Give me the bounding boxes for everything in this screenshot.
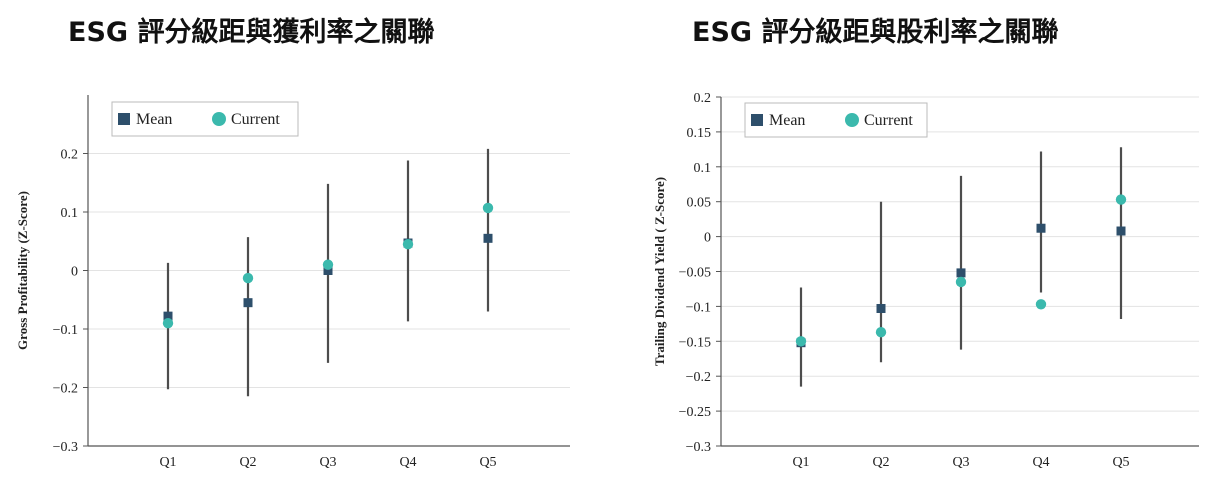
x-tick-label: Q5 xyxy=(1112,455,1129,470)
mean-point xyxy=(243,298,253,308)
chart-title-dividend-yield: ESG 評分級距與股利率之關聯 xyxy=(692,17,1059,48)
current-point xyxy=(1115,194,1127,205)
y-axis-label: Gross Profitability (Z-Score) xyxy=(15,191,30,350)
legend-current-marker xyxy=(212,112,226,126)
x-tick-label: Q3 xyxy=(952,455,969,470)
y-tick-label: 0.2 xyxy=(694,91,712,106)
y-tick-label: −0.1 xyxy=(686,300,711,315)
y-tick-label: −0.3 xyxy=(53,440,78,455)
legend-current-label: Current xyxy=(864,112,913,129)
gross-profitability-chart: −0.3 −0.2 −0.1 0 0.1 0.2 Q1 Q2 Q3 Q4 Q5 Gross Profi… xyxy=(15,95,570,470)
x-tick-label: Q2 xyxy=(239,455,256,470)
y-tick-label: −0.1 xyxy=(53,323,78,338)
legend-mean-label: Mean xyxy=(136,111,172,128)
x-tick-label: Q2 xyxy=(872,455,889,470)
current-point xyxy=(1035,299,1047,310)
y-tick-label: 0.2 xyxy=(61,148,79,163)
y-tick-label: −0.2 xyxy=(686,370,711,385)
current-point xyxy=(482,202,494,214)
mean-point xyxy=(483,233,493,243)
legend-box xyxy=(744,102,928,138)
y-axis-label: Trailing Dividend Yield ( Z-Score) xyxy=(652,177,667,366)
x-tick-label: Q1 xyxy=(159,455,176,470)
legend-current-marker xyxy=(845,113,859,127)
mean-point xyxy=(323,266,333,275)
mean-point xyxy=(1116,226,1126,236)
current-point xyxy=(955,276,967,288)
y-tick-label: −0.2 xyxy=(53,382,78,397)
x-tick-label: Q5 xyxy=(479,455,496,470)
y-tick-label: −0.15 xyxy=(679,335,711,350)
mean-point xyxy=(163,311,173,321)
y-tick-label: 0 xyxy=(71,265,78,280)
current-point xyxy=(875,327,887,338)
legend-mean-marker xyxy=(751,114,763,126)
x-tick-label: Q4 xyxy=(399,455,416,470)
legend-box xyxy=(111,101,299,137)
legend-mean-marker xyxy=(118,113,130,125)
y-tick-label: −0.25 xyxy=(679,405,711,420)
x-tick-label: Q3 xyxy=(319,455,336,470)
current-point xyxy=(162,317,174,329)
y-tick-label: 0.15 xyxy=(687,126,712,141)
x-tick-label: Q1 xyxy=(792,455,809,470)
mean-point xyxy=(876,303,886,313)
current-point xyxy=(795,336,807,347)
y-tick-label: 0 xyxy=(704,231,711,246)
current-point xyxy=(242,272,254,284)
chart-title-gross-profitability: ESG 評分級距與獲利率之關聯 xyxy=(68,17,435,48)
y-tick-label: 0.05 xyxy=(687,196,712,211)
legend-current-label: Current xyxy=(231,111,280,128)
y-tick-label: −0.3 xyxy=(686,440,711,455)
x-tick-label: Q4 xyxy=(1032,455,1049,470)
current-point xyxy=(402,238,414,250)
mean-point xyxy=(1036,223,1046,233)
y-tick-label: 0.1 xyxy=(61,206,79,221)
y-tick-label: 0.1 xyxy=(694,161,712,176)
mean-point xyxy=(956,268,966,278)
y-tick-label: −0.05 xyxy=(679,266,711,281)
current-point xyxy=(322,259,334,270)
legend-mean-label: Mean xyxy=(769,112,805,129)
